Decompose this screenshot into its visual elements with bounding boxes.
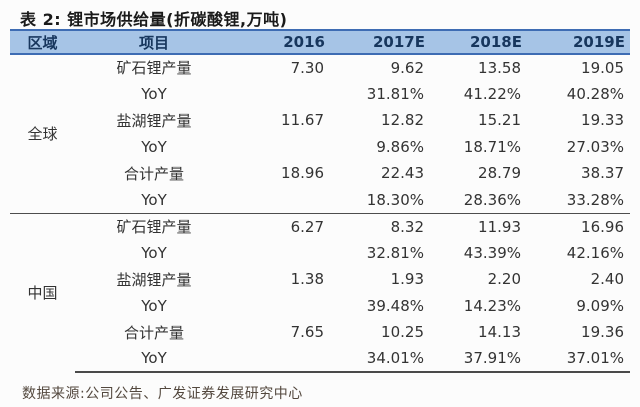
value-cell: 18.71% (463, 137, 521, 156)
value-cell: 40.28% (566, 84, 624, 103)
value-cell: 37.91% (430, 345, 527, 373)
table-row: 盐湖锂产量 1.38 1.93 2.20 2.40 (10, 266, 630, 293)
value-cell: 2.40 (590, 270, 624, 289)
region-cell-china: 中国 (10, 212, 75, 372)
value-cell (233, 293, 330, 320)
value-cell: 13.58 (478, 58, 521, 77)
item-cell: YoY (141, 296, 167, 315)
value-cell (233, 240, 330, 267)
table-row: YoY 9.86% 18.71% 27.03% (10, 134, 630, 161)
value-cell: 22.43 (381, 164, 424, 183)
value-cell: 42.16% (566, 243, 624, 262)
table-row: YoY 31.81% 41.22% 40.28% (10, 81, 630, 108)
column-header-region: 区域 (27, 33, 58, 52)
lithium-supply-table: 区域 项目 2016 2017E 2018E 2019E 全球 矿石锂产量 7.… (10, 29, 630, 373)
table-row: 中国 矿石锂产量 6.27 8.32 11.93 16.96 (10, 212, 630, 372)
value-cell: 38.37 (581, 164, 624, 183)
table-row: 盐湖锂产量 11.67 12.82 15.21 19.33 (10, 107, 630, 134)
value-cell: 28.79 (478, 164, 521, 183)
value-cell: 9.62 (390, 58, 424, 77)
value-cell: 9.86% (376, 137, 424, 156)
region-cell-global: 全球 (27, 125, 58, 144)
value-cell (233, 81, 330, 108)
value-cell: 2.20 (487, 270, 521, 289)
value-cell: 18.96 (281, 164, 324, 183)
value-cell: 34.01% (330, 345, 430, 373)
value-cell: 43.39% (463, 243, 521, 262)
item-cell: YoY (141, 190, 167, 209)
column-header-2018e: 2018E (470, 33, 522, 51)
value-cell (233, 187, 330, 214)
table-row: YoY 39.48% 14.23% 9.09% (10, 293, 630, 320)
value-cell (233, 134, 330, 161)
column-header-2019e: 2019E (573, 33, 625, 51)
value-cell: 14.13 (478, 323, 521, 342)
item-cell: YoY (75, 345, 233, 373)
table-row: YoY 32.81% 43.39% 42.16% (10, 240, 630, 267)
column-header-2017e: 2017E (373, 33, 425, 51)
header-row: 区域 项目 2016 2017E 2018E 2019E (10, 30, 630, 54)
value-cell: 15.21 (478, 111, 521, 130)
table-row: 合计产量 18.96 22.43 28.79 38.37 (10, 160, 630, 187)
value-cell: 6.27 (233, 212, 330, 240)
item-cell: 合计产量 (123, 323, 184, 342)
value-cell: 10.25 (381, 323, 424, 342)
value-cell: 9.09% (576, 296, 624, 315)
value-cell: 27.03% (566, 137, 624, 156)
item-cell: YoY (141, 243, 167, 262)
table-row: YoY 34.01% 37.91% 37.01% (10, 345, 630, 373)
value-cell: 28.36% (463, 190, 521, 209)
value-cell: 31.81% (366, 84, 424, 103)
value-cell: 7.30 (290, 58, 324, 77)
table-row: 全球 矿石锂产量 7.30 9.62 13.58 19.05 (10, 54, 630, 144)
item-cell: YoY (141, 84, 167, 103)
value-cell: 8.32 (330, 212, 430, 240)
value-cell: 19.05 (581, 58, 624, 77)
value-cell: 19.36 (581, 323, 624, 342)
value-cell: 33.28% (566, 190, 624, 209)
value-cell: 14.23% (463, 296, 521, 315)
value-cell (233, 345, 330, 373)
value-cell: 1.38 (290, 270, 324, 289)
value-cell: 39.48% (366, 296, 424, 315)
value-cell: 37.01% (527, 345, 630, 373)
item-cell: YoY (141, 137, 167, 156)
value-cell: 11.93 (430, 212, 527, 240)
value-cell: 41.22% (463, 84, 521, 103)
value-cell: 32.81% (366, 243, 424, 262)
value-cell: 11.67 (281, 111, 324, 130)
value-cell: 18.30% (366, 190, 424, 209)
column-header-item: 项目 (138, 33, 169, 52)
value-cell: 1.93 (390, 270, 424, 289)
value-cell: 7.65 (290, 323, 324, 342)
item-cell: 合计产量 (123, 164, 184, 183)
data-source-note: 数据来源:公司公告、广发证券发展研究中心 (22, 386, 303, 402)
table-row: YoY 18.30% 28.36% 33.28% (10, 187, 630, 214)
table-row: 合计产量 7.65 10.25 14.13 19.36 (10, 319, 630, 346)
column-header-2016: 2016 (283, 33, 325, 51)
item-cell: 盐湖锂产量 (116, 270, 192, 289)
table-title: 表 2: 锂市场供给量(折碳酸锂,万吨) (20, 10, 288, 29)
item-cell: 矿石锂产量 (75, 212, 233, 240)
value-cell: 12.82 (381, 111, 424, 130)
value-cell: 16.96 (527, 212, 630, 240)
item-cell: 矿石锂产量 (116, 59, 192, 78)
value-cell: 19.33 (581, 111, 624, 130)
item-cell: 盐湖锂产量 (116, 111, 192, 130)
